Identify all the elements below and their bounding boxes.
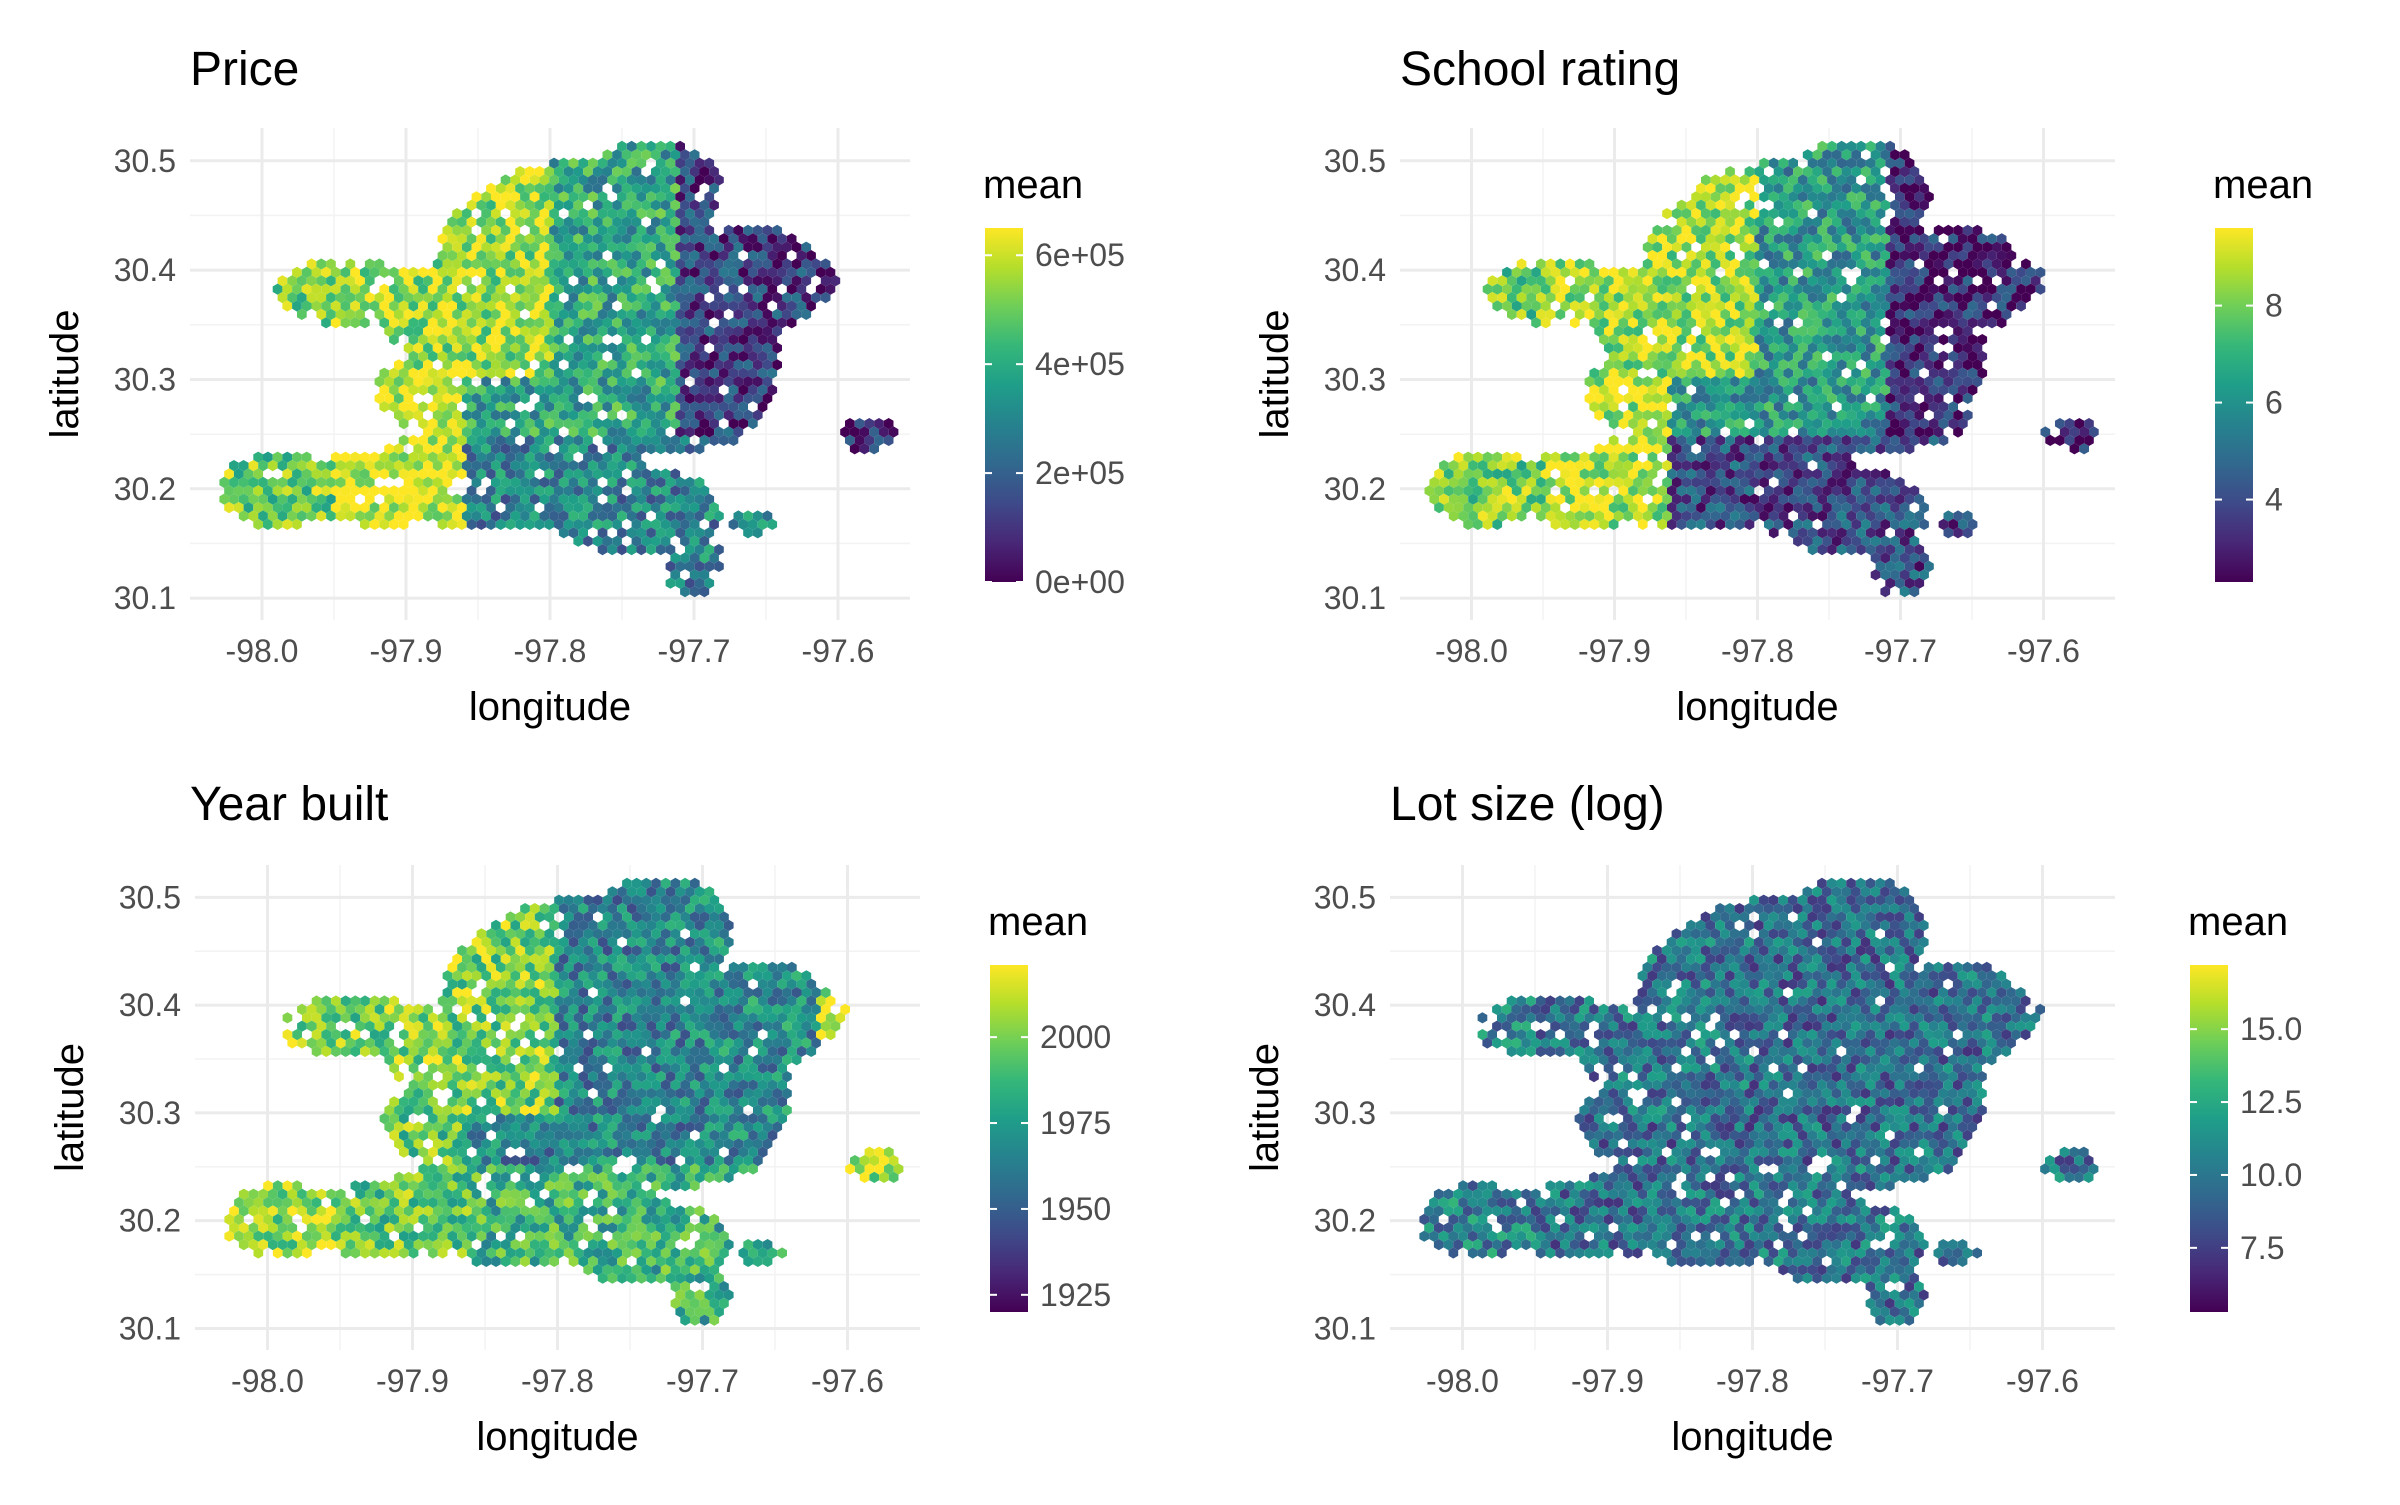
legend-tick-label: 4e+05 [1035,346,1125,382]
x-tick-label: -97.9 [370,633,443,669]
hexbin-cell [1662,208,1672,219]
x-tick-label: -98.0 [1435,633,1508,669]
y-tick-label: 30.1 [114,580,176,616]
x-tick-label: -97.6 [2007,633,2080,669]
hexbin-layer [224,878,903,1326]
x-tick-label: -97.7 [658,633,731,669]
x-axis-title: longitude [1676,685,1838,729]
y-axis-title: latitude [1253,310,1297,439]
legend-colorbar [985,228,1023,582]
y-tick-label: 30.5 [1324,143,1386,179]
legend-tick-label: 2e+05 [1035,455,1125,491]
legend-tick-label: 4 [2265,482,2283,518]
x-tick-label: -97.8 [1721,633,1794,669]
y-axis-title: latitude [43,310,87,439]
hexbin-layer [1425,141,2099,597]
y-tick-label: 30.2 [114,471,176,507]
color-legend: mean 4 6 8 [2213,163,2313,582]
panel-3: -98.0-97.9-97.8-97.7-97.630.130.230.330.… [48,778,1111,1459]
panel-title: Price [190,43,299,96]
x-tick-label: -97.9 [1578,633,1651,669]
panel-2: -98.0 -97.9 -97.8 -97.7 -97.6 30.1 30.2 30.3 30.… [1253,43,2313,729]
hexbin-cell [1939,334,1949,345]
x-tick-label: -98.0 [226,633,299,669]
x-axis-title: longitude [469,685,631,729]
legend-tick-label: 8 [2265,288,2283,324]
hexbin-layer [219,141,898,597]
hexbin-cell [283,1012,293,1023]
legend-colorbar [2215,228,2253,582]
legend-tick-label: 6 [2265,385,2283,421]
y-tick-label: 30.2 [1324,471,1386,507]
legend-title: mean [983,163,1083,207]
color-legend: mean 0e+00 2e+05 4e+05 6e+05 [983,163,1125,600]
panel-title: School rating [1400,43,1680,96]
x-tick-label: -97.8 [514,633,587,669]
legend-title: mean [2213,163,2313,207]
y-tick-label: 30.5 [114,143,176,179]
y-tick-label: 30.4 [1324,252,1386,288]
legend-tick-label: 0e+00 [1035,564,1125,600]
y-tick-label: 30.3 [114,361,176,397]
y-tick-label: 30.1 [1324,580,1386,616]
panel-1: -98.0 -97.9 -97.8 -97.7 -97.6 30.1 30.2 30.3 30.… [43,43,1125,729]
y-tick-label: 30.4 [114,252,176,288]
x-tick-label: -97.6 [802,633,875,669]
y-tick-label: 30.3 [1324,361,1386,397]
legend-tick-label: 6e+05 [1035,237,1125,273]
x-tick-label: -97.7 [1864,633,1937,669]
